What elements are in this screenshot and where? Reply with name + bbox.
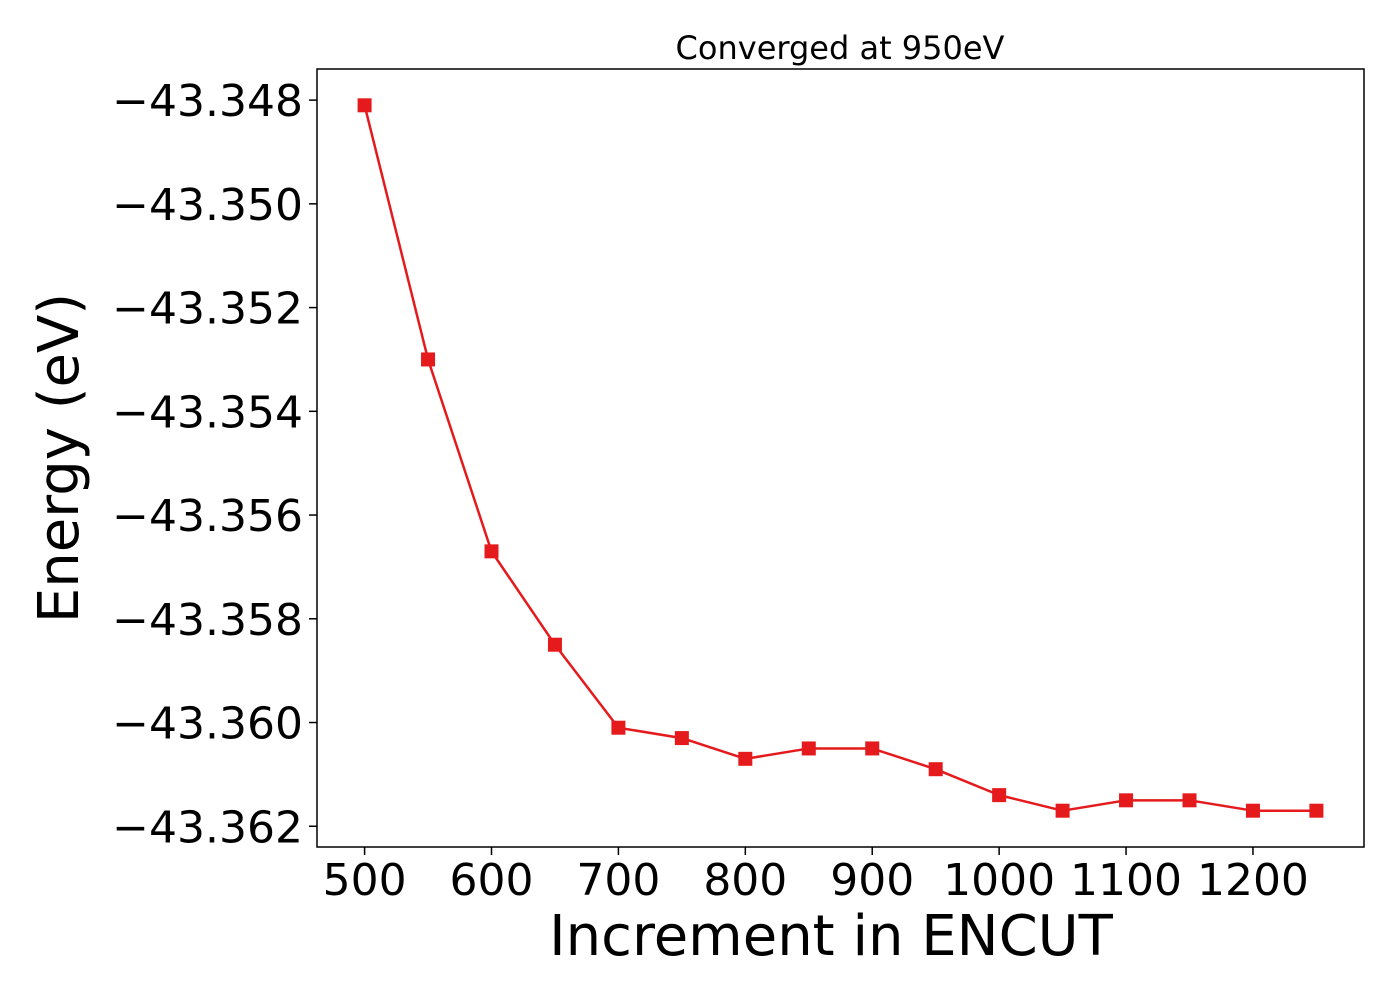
x-tick-label: 1200: [1197, 855, 1309, 906]
y-tick-label: −43.362: [112, 802, 303, 853]
data-point-marker: [1245, 803, 1260, 818]
y-axis-ticks: −43.348 −43.350 −43.352 −43.354 −43.356 −43.3…: [112, 76, 317, 853]
y-tick-label: −43.352: [112, 284, 303, 335]
data-point-marker: [1182, 793, 1197, 808]
x-tick-label: 1100: [1070, 855, 1182, 906]
data-point-marker: [1119, 793, 1134, 808]
x-tick-label: 1000: [943, 855, 1055, 906]
y-tick-label: −43.360: [112, 699, 303, 750]
data-point-marker: [484, 544, 499, 559]
y-tick-label: −43.348: [112, 76, 303, 127]
data-point-marker: [992, 788, 1007, 803]
data-point-marker: [421, 352, 436, 367]
x-axis-ticks: 500 600 700 800 900 1000 1100 1200: [323, 847, 1309, 906]
x-axis-title: Increment in ENCUT: [549, 904, 1114, 969]
chart-title: Converged at 950eV: [676, 29, 1005, 67]
data-point-marker: [1309, 803, 1324, 818]
y-axis-title: Energy (eV): [27, 293, 92, 623]
data-point-marker: [738, 751, 753, 766]
data-point-marker: [674, 731, 689, 746]
x-tick-label: 500: [323, 855, 407, 906]
y-tick-label: −43.354: [112, 387, 303, 438]
y-tick-label: −43.356: [112, 491, 303, 542]
x-tick-label: 900: [830, 855, 914, 906]
y-tick-label: −43.350: [112, 180, 303, 231]
data-point-marker: [1055, 803, 1070, 818]
plot-area-frame: [316, 68, 1365, 848]
y-tick-label: −43.358: [112, 595, 303, 646]
x-tick-label: 800: [703, 855, 787, 906]
x-tick-label: 600: [450, 855, 534, 906]
data-point-marker: [928, 762, 943, 777]
x-tick-label: 700: [576, 855, 660, 906]
series-layer: [357, 98, 1324, 818]
series-line: [363, 105, 1317, 812]
data-point-marker: [357, 98, 372, 113]
data-point-marker: [865, 741, 880, 756]
data-point-marker: [611, 720, 626, 735]
data-point-marker: [801, 741, 816, 756]
data-point-marker: [547, 637, 562, 652]
